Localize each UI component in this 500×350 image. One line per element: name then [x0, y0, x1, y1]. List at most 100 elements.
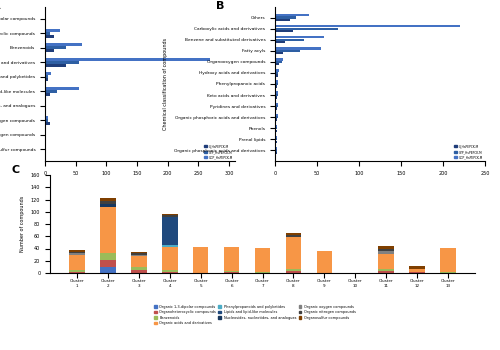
Y-axis label: Number of compounds: Number of compounds	[20, 196, 25, 252]
Bar	[275, 16, 296, 19]
Bar	[45, 107, 46, 111]
Bar	[70, 255, 85, 270]
Bar	[275, 138, 276, 140]
Bar	[100, 198, 116, 201]
Bar	[100, 201, 116, 204]
Bar	[45, 122, 50, 125]
X-axis label: Number of compounds: Number of compounds	[112, 181, 168, 186]
Bar	[275, 130, 276, 132]
Text: B: B	[216, 1, 224, 11]
Bar	[224, 272, 240, 273]
Bar	[378, 246, 394, 249]
Bar	[410, 270, 425, 272]
Bar	[100, 253, 116, 260]
Bar	[45, 46, 66, 49]
Bar	[45, 93, 50, 96]
Bar	[45, 86, 78, 90]
Bar	[45, 90, 58, 93]
Bar	[275, 61, 281, 63]
Bar	[275, 114, 278, 116]
Bar	[45, 116, 48, 119]
Bar	[162, 272, 178, 273]
Bar	[45, 151, 46, 154]
Bar	[45, 14, 46, 17]
Bar	[45, 43, 82, 46]
Legend: Organic 1,3-dipolar compounds, Organoheterocyclic compounds, Benzenoids, Organic: Organic 1,3-dipolar compounds, Organohet…	[152, 303, 358, 327]
Bar	[131, 256, 146, 267]
Bar	[45, 145, 46, 148]
Bar	[193, 247, 208, 273]
Bar	[378, 271, 394, 273]
Bar	[275, 94, 278, 96]
Bar	[131, 253, 146, 255]
Bar	[131, 255, 146, 256]
Bar	[131, 252, 146, 253]
Bar	[100, 208, 116, 253]
Bar	[275, 28, 338, 30]
Bar	[255, 248, 270, 272]
Bar	[275, 50, 300, 52]
Bar	[440, 272, 456, 273]
Bar	[440, 248, 456, 272]
Y-axis label: Chemical classification of compounds: Chemical classification of compounds	[164, 38, 168, 130]
Bar	[45, 28, 60, 32]
Bar	[275, 19, 290, 21]
Bar	[131, 267, 146, 270]
Bar	[275, 119, 276, 121]
Bar	[275, 125, 276, 127]
Bar	[100, 260, 116, 267]
Bar	[45, 104, 46, 107]
Bar	[275, 41, 285, 43]
Bar	[100, 204, 116, 208]
Bar	[286, 237, 301, 269]
Bar	[275, 96, 276, 99]
Bar	[378, 251, 394, 254]
Bar	[45, 119, 48, 122]
Bar	[162, 215, 178, 217]
Bar	[275, 149, 276, 152]
Bar	[275, 105, 278, 107]
Bar	[45, 32, 50, 35]
Bar	[275, 80, 278, 83]
Bar	[275, 141, 276, 143]
Bar	[162, 247, 178, 270]
Bar	[275, 69, 279, 72]
Bar	[275, 36, 324, 38]
Legend: U_HsPEPCK-M, GTP_HsPEPCK-M, GDP_HsPEPCK-M: U_HsPEPCK-M, GTP_HsPEPCK-M, GDP_HsPEPCK-…	[204, 145, 234, 160]
Bar	[275, 107, 276, 110]
Bar	[70, 250, 85, 252]
Bar	[45, 101, 46, 104]
Bar	[255, 272, 270, 273]
X-axis label: Number of compounds: Number of compounds	[352, 181, 408, 186]
Bar	[286, 269, 301, 271]
Bar	[275, 83, 278, 85]
Bar	[45, 136, 46, 140]
Bar	[275, 147, 276, 149]
Bar	[45, 49, 54, 52]
Bar	[378, 254, 394, 270]
Bar	[45, 75, 48, 78]
Bar	[275, 103, 278, 105]
Bar	[45, 57, 210, 61]
Bar	[275, 127, 276, 130]
Bar	[275, 52, 283, 54]
Bar	[45, 61, 78, 64]
Bar	[275, 85, 276, 88]
Bar	[275, 74, 278, 77]
Bar	[70, 253, 85, 255]
Bar	[275, 38, 304, 41]
Bar	[410, 272, 425, 273]
Text: C: C	[12, 165, 20, 175]
Bar	[70, 252, 85, 253]
Bar	[275, 152, 276, 154]
Bar	[45, 130, 46, 133]
Bar	[162, 270, 178, 272]
Bar	[275, 14, 308, 16]
Bar	[286, 233, 301, 235]
Bar	[131, 270, 146, 273]
Bar	[378, 249, 394, 251]
Bar	[286, 271, 301, 273]
Bar	[286, 235, 301, 237]
Bar	[275, 25, 460, 27]
Bar	[316, 251, 332, 273]
